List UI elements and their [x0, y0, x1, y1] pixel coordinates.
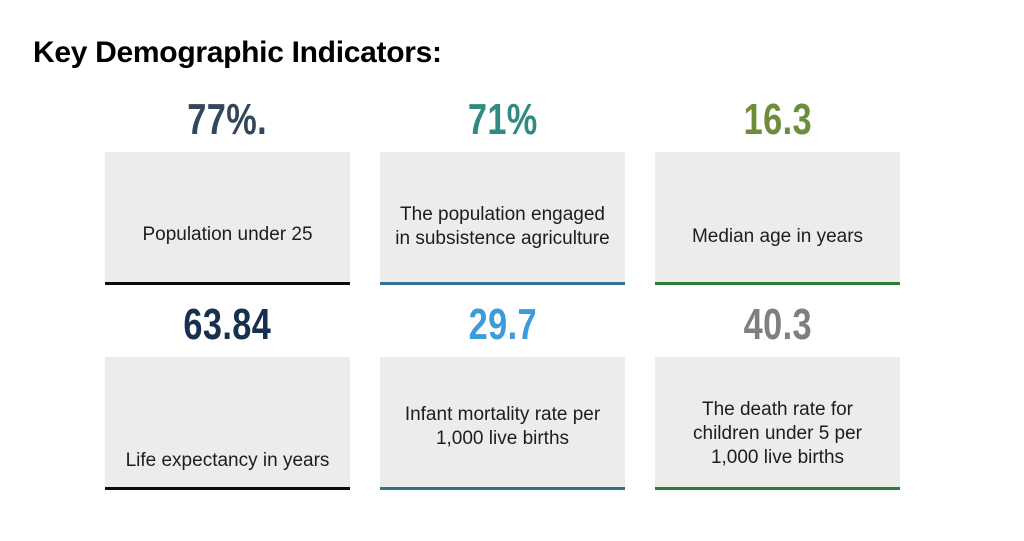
- stat-card: Population under 25: [105, 152, 350, 285]
- stat-value-text: 63.84: [183, 300, 272, 349]
- stat-cell-population-under-25: 77%. Population under 25: [105, 88, 350, 285]
- stat-grid: 77%. Population under 25 71% The populat…: [105, 88, 900, 490]
- page-title: Key Demographic Indicators:: [33, 36, 442, 70]
- stat-cell-under5-death-rate: 40.3 The death rate for children under 5…: [655, 293, 900, 490]
- stat-card-label: The population engaged in subsistence ag…: [395, 204, 610, 249]
- stat-card: Infant mortality rate per 1,000 live bir…: [380, 357, 625, 490]
- stat-value-text: 77%.: [187, 95, 268, 144]
- stat-card: Life expectancy in years: [105, 357, 350, 490]
- stat-card: Median age in years: [655, 152, 900, 285]
- stat-card: The population engaged in subsistence ag…: [380, 152, 625, 285]
- stat-value-text: 71%: [467, 95, 538, 144]
- stat-card-label: Median age in years: [691, 226, 864, 248]
- stat-card-label: Infant mortality rate per 1,000 live bir…: [404, 404, 601, 449]
- stat-card-label: The death rate for children under 5 per …: [693, 399, 862, 468]
- stat-card-label: Population under 25: [142, 224, 313, 246]
- stat-value-text: 40.3: [743, 300, 812, 349]
- stat-value: 63.84: [105, 293, 350, 357]
- stat-card-label: Life expectancy in years: [125, 450, 330, 472]
- stat-value-text: 29.7: [468, 300, 537, 349]
- stat-value: 77%.: [105, 88, 350, 152]
- stat-cell-subsistence-agriculture: 71% The population engaged in subsistenc…: [380, 88, 625, 285]
- stat-value-text: 16.3: [743, 95, 812, 144]
- stat-cell-life-expectancy: 63.84 Life expectancy in years: [105, 293, 350, 490]
- stat-cell-median-age: 16.3 Median age in years: [655, 88, 900, 285]
- stat-value: 16.3: [655, 88, 900, 152]
- stat-value: 29.7: [380, 293, 625, 357]
- stat-cell-infant-mortality: 29.7 Infant mortality rate per 1,000 liv…: [380, 293, 625, 490]
- stat-value: 40.3: [655, 293, 900, 357]
- stat-card: The death rate for children under 5 per …: [655, 357, 900, 490]
- stat-value: 71%: [380, 88, 625, 152]
